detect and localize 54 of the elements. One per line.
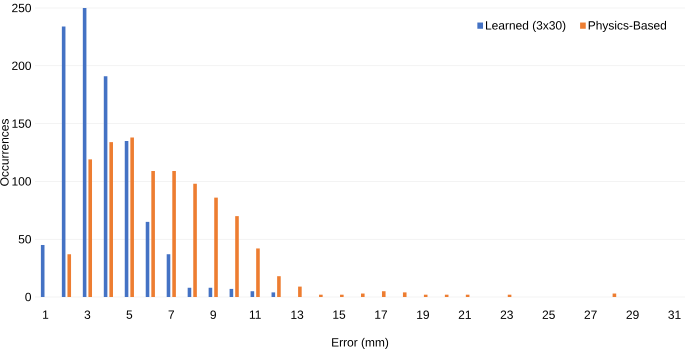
- bar: [208, 288, 212, 297]
- bar: [188, 288, 192, 297]
- bar: [277, 276, 281, 297]
- bar: [130, 137, 134, 297]
- x-tick-label: 11: [250, 310, 261, 319]
- y-tick-label: 150: [12, 119, 32, 128]
- x-tick-label: 27: [584, 310, 597, 319]
- x-axis-title: Error (mm): [332, 338, 388, 349]
- x-tick-label: 15: [333, 310, 346, 319]
- bar: [298, 286, 302, 297]
- y-tick-label: 100: [12, 177, 32, 186]
- bar: [124, 140, 128, 297]
- bar: [235, 216, 239, 297]
- bar: [256, 248, 260, 297]
- x-tick-label: 3: [84, 310, 90, 319]
- y-tick-label: 50: [18, 234, 32, 244]
- legend-label: Learned (3x30): [486, 20, 566, 32]
- y-axis-title: Occurrences: [0, 119, 9, 186]
- bar: [62, 26, 66, 297]
- bar: [172, 170, 176, 297]
- bar: [146, 222, 150, 297]
- x-tick-label: 25: [542, 310, 555, 319]
- x-tick-label: 9: [210, 310, 216, 319]
- x-tick-label: 29: [626, 310, 639, 319]
- x-tick-label: 1: [43, 310, 48, 319]
- bar: [272, 292, 276, 297]
- x-tick-label: 23: [500, 310, 513, 319]
- bar: [104, 76, 108, 297]
- x-tick-label: 13: [291, 310, 304, 319]
- bar: [193, 184, 197, 297]
- bar: [67, 254, 72, 297]
- bar: [382, 291, 386, 297]
- x-tick-label: 5: [126, 310, 132, 319]
- bar: [88, 159, 92, 297]
- bar: [151, 170, 155, 297]
- bar: [402, 292, 407, 297]
- bar: [250, 291, 254, 297]
- y-tick-label: 200: [12, 62, 32, 70]
- legend-label: Physics-Based: [588, 20, 666, 32]
- x-tick-label: 19: [417, 310, 429, 319]
- x-tick-label: 21: [458, 310, 471, 319]
- x-tick-label: 31: [668, 310, 681, 319]
- bar: [40, 244, 44, 297]
- y-tick-label: 250: [12, 4, 32, 12]
- bar: [82, 8, 86, 297]
- x-tick-label: 7: [168, 310, 174, 319]
- y-tick-label: 0: [25, 292, 32, 302]
- x-tick-label: 17: [375, 310, 388, 319]
- bar: [612, 294, 616, 297]
- bar: [230, 288, 234, 297]
- bar: [109, 142, 113, 297]
- bar: [166, 254, 170, 297]
- bar: [214, 198, 218, 297]
- bar: [361, 294, 365, 297]
